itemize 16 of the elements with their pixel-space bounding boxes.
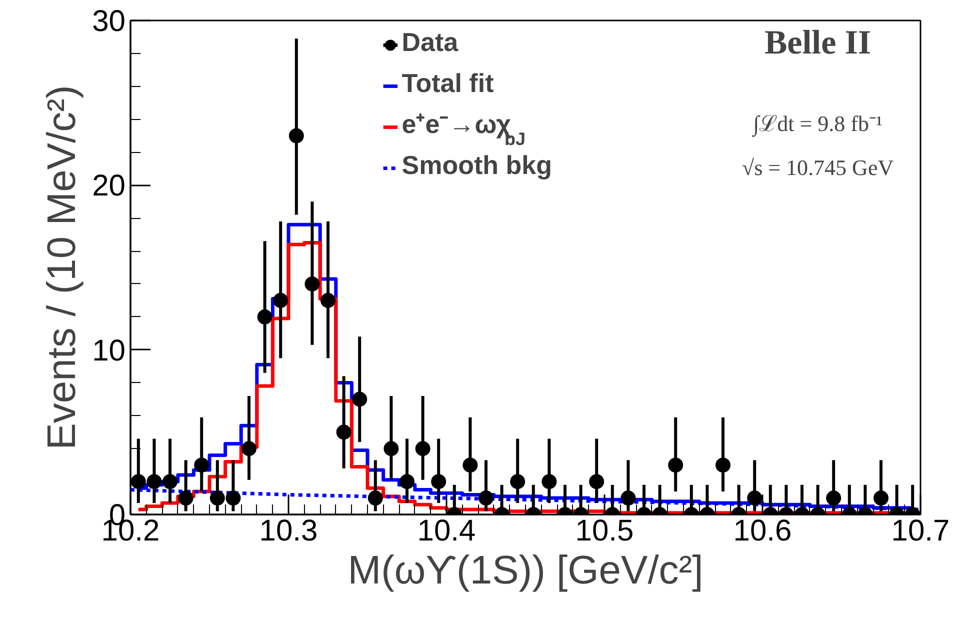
annotation: ∫ℒdt = 9.8 fb⁻¹ bbox=[751, 110, 883, 137]
x-tick-label: 10.6 bbox=[733, 514, 792, 548]
annotation: Belle II bbox=[764, 24, 872, 62]
x-tick-label: 10.5 bbox=[575, 514, 634, 548]
legend-label: Smooth bkg bbox=[402, 150, 552, 180]
x-axis-title: M(ωϒ(1S)) [GeV/c²] bbox=[348, 548, 704, 592]
x-tick-label: 10.3 bbox=[259, 514, 318, 548]
y-axis-title: Events / (10 MeV/c²) bbox=[40, 85, 84, 450]
y-tick-label: 10 bbox=[92, 334, 126, 368]
y-tick-label: 20 bbox=[92, 170, 126, 203]
legend-label: Data bbox=[402, 27, 459, 58]
y-tick-label: 30 bbox=[92, 5, 126, 38]
x-tick-label: 10.7 bbox=[891, 514, 950, 548]
annotation: √s = 10.745 GeV bbox=[742, 155, 894, 180]
legend-label: Total fit bbox=[402, 68, 494, 98]
x-tick-label: 10.4 bbox=[417, 514, 476, 548]
